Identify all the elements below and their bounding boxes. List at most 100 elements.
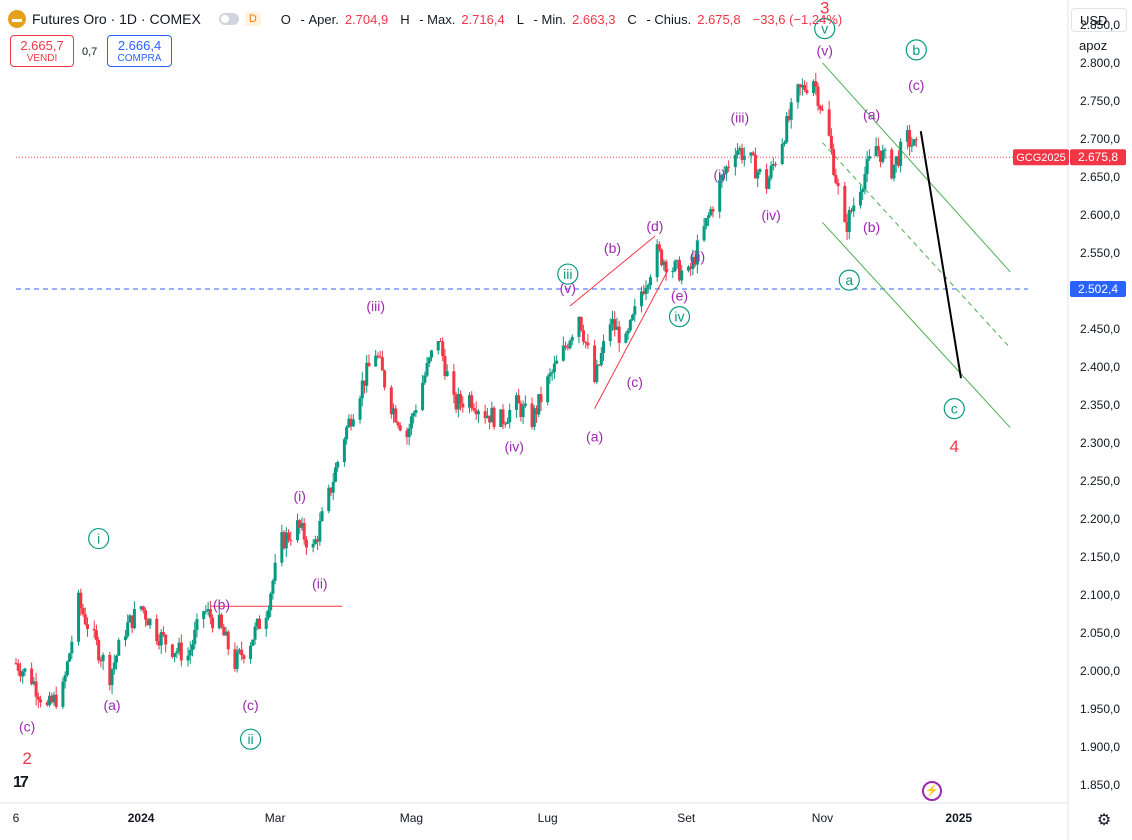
candle-body [383, 370, 387, 388]
candle-body [657, 244, 661, 250]
wave-label[interactable]: (ii) [690, 249, 706, 265]
sell-button[interactable]: 2.665,7 VENDI [10, 35, 74, 67]
y-tick-label: 2.050,0 [1080, 626, 1120, 640]
candle-body [365, 362, 369, 386]
wave-label[interactable]: (c) [908, 77, 924, 93]
candle-body [595, 364, 599, 382]
wave-label[interactable]: v [821, 21, 828, 37]
wave-label[interactable]: (iii) [730, 110, 749, 126]
candle-body [83, 614, 87, 625]
ohlc-low-key: L [516, 11, 524, 27]
scale-button[interactable]: apoz [1079, 38, 1108, 53]
delay-badge[interactable]: D [244, 12, 261, 26]
candle-body [816, 86, 820, 106]
candle-body [879, 150, 883, 162]
wave-label[interactable]: iii [563, 266, 572, 282]
candle-body [722, 173, 726, 175]
wave-label[interactable]: (b) [213, 597, 230, 613]
wave-label[interactable]: (d) [646, 218, 663, 234]
candle-body [289, 539, 293, 541]
candle-body [144, 610, 148, 620]
price-badge-value: 2.502,4 [1078, 282, 1118, 296]
candle-body [358, 398, 362, 420]
candle-body [758, 169, 762, 173]
wave-label-circle [557, 263, 579, 285]
candle-body [363, 380, 367, 386]
candle-body [664, 261, 668, 273]
candle-body [863, 174, 867, 190]
wave-label[interactable]: 2 [22, 749, 31, 768]
wave-label[interactable]: (a) [586, 429, 603, 445]
wave-label[interactable]: iv [674, 309, 684, 325]
trend-line[interactable] [569, 235, 656, 307]
candle-body [70, 641, 74, 654]
symbol-title[interactable]: Futures Oro · 1D · COMEX [32, 11, 201, 27]
wave-label[interactable]: i [97, 531, 100, 547]
candle-body [438, 341, 442, 343]
wave-label[interactable]: (c) [627, 374, 643, 390]
trend-line[interactable] [822, 62, 1011, 273]
toggle-icon[interactable] [218, 13, 239, 25]
candle-body [164, 634, 168, 645]
candle-body [530, 403, 534, 427]
trend-line[interactable] [919, 131, 962, 379]
candle-body [157, 641, 161, 646]
wave-label[interactable]: (a) [863, 106, 880, 122]
trend-line[interactable] [822, 142, 1011, 349]
candle-body [829, 135, 833, 150]
buy-button[interactable]: 2.666,4 COMPRA [107, 35, 172, 67]
candle-body [501, 409, 505, 424]
wave-label[interactable]: (b) [863, 219, 880, 235]
wave-label-circle [239, 728, 262, 750]
tradingview-logo-icon[interactable]: 17 [13, 774, 29, 791]
wave-label[interactable]: (i) [293, 488, 305, 504]
candle-body [517, 395, 521, 404]
candle-body [130, 615, 134, 629]
gear-icon[interactable]: ⚙ [1096, 812, 1112, 829]
candle-body [858, 192, 862, 206]
wave-label[interactable]: (b) [604, 240, 621, 256]
candle-body [414, 410, 418, 414]
candle-body [421, 382, 425, 411]
wave-label[interactable]: (e) [671, 287, 688, 303]
candle-body [740, 148, 744, 160]
wave-label[interactable]: (iii) [366, 298, 385, 314]
candle-body [628, 319, 632, 331]
wave-label[interactable]: (iv) [761, 207, 780, 223]
wave-label[interactable]: (c) [19, 718, 35, 734]
candle-body [423, 375, 427, 383]
wave-label[interactable]: ii [247, 731, 253, 747]
candle-body [771, 163, 775, 166]
wave-label[interactable]: (c) [242, 697, 258, 713]
candle-body [599, 353, 603, 365]
currency-button[interactable]: USD [1071, 8, 1127, 32]
candle-body [376, 355, 380, 357]
gold-bar-icon[interactable]: ▬ [8, 10, 26, 28]
wave-label[interactable]: 3 [820, 0, 829, 17]
wave-label[interactable]: c [951, 401, 958, 417]
flash-icon[interactable]: ⚡ [922, 781, 942, 801]
candle-body [836, 183, 840, 186]
trend-line[interactable] [822, 222, 1011, 428]
candle-body [295, 520, 299, 541]
y-tick-label: 2.100,0 [1080, 588, 1120, 602]
ohlc-low-value: 2.663,3 [572, 11, 616, 27]
wave-label[interactable]: (ii) [312, 575, 328, 591]
candle-body [193, 629, 197, 645]
candle-body [81, 607, 85, 615]
trend-line[interactable] [594, 269, 669, 409]
candle-body [568, 340, 572, 349]
wave-label[interactable]: 4 [950, 437, 959, 456]
candle-body [593, 345, 597, 382]
wave-label[interactable]: (iv) [504, 439, 523, 455]
wave-label[interactable]: (i) [713, 167, 725, 183]
wave-label[interactable]: (v) [560, 280, 576, 296]
wave-label[interactable]: b [912, 42, 920, 58]
candle-body [894, 156, 898, 165]
x-tick-label: 2024 [128, 811, 155, 825]
wave-label[interactable]: (v) [817, 43, 833, 59]
price-badge-symbol-bg [1013, 149, 1069, 166]
wave-label[interactable]: (a) [103, 697, 120, 713]
wave-label[interactable]: a [845, 272, 853, 288]
